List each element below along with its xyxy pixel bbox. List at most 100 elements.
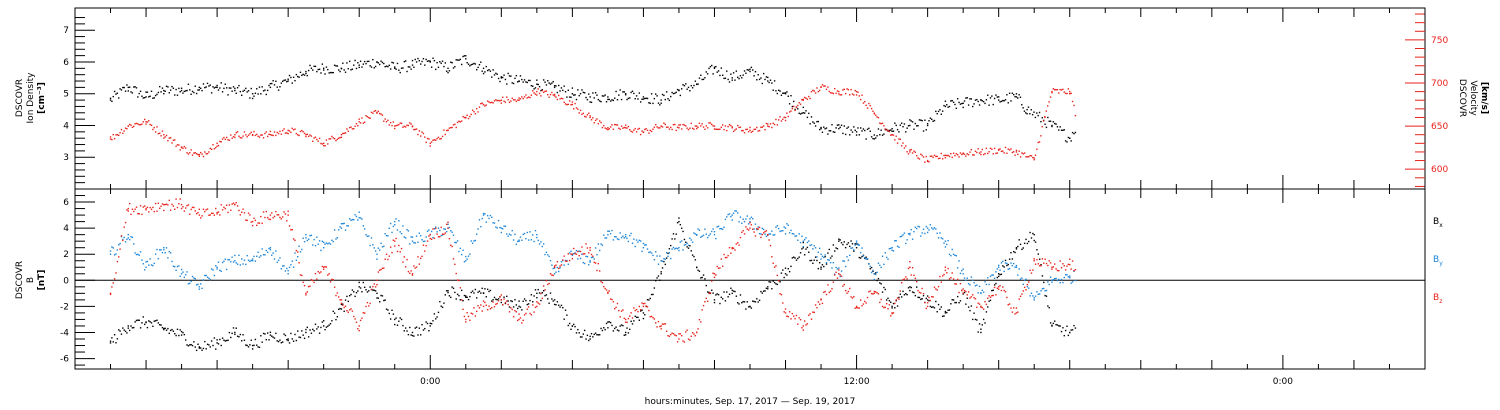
density-point [590, 101, 593, 104]
bz-point [523, 314, 526, 316]
velocity-point [518, 99, 520, 101]
bx-point [955, 301, 958, 304]
velocity-point [496, 99, 498, 102]
bz-point [200, 217, 202, 219]
by-point [463, 261, 466, 263]
velocity-point [198, 153, 201, 156]
by-point [652, 254, 654, 257]
velocity-point [400, 122, 403, 125]
velocity-point [413, 128, 415, 131]
by-point [773, 234, 776, 236]
bz-point [454, 263, 456, 266]
bx-point [533, 295, 535, 297]
bz-point [1051, 268, 1053, 270]
density-point [570, 96, 572, 98]
bx-point [347, 300, 349, 303]
density-point [500, 77, 503, 79]
bz-point [563, 255, 565, 257]
bz-point [907, 267, 910, 270]
density-point [844, 133, 847, 136]
by-point [176, 265, 179, 268]
density-point [588, 93, 590, 95]
density-point [398, 69, 400, 71]
by-point [664, 258, 666, 260]
velocity-point [622, 127, 624, 129]
bz-point [465, 321, 467, 323]
by-point [997, 266, 1000, 268]
bz-point [661, 323, 664, 325]
velocity-point [946, 154, 948, 157]
bz-point [678, 333, 680, 335]
bx-point [540, 299, 542, 302]
bx-point [256, 344, 258, 346]
density-point [1051, 124, 1053, 127]
by-point [604, 237, 606, 239]
bx-point [764, 290, 766, 292]
density-point [573, 94, 575, 96]
velocity-point [332, 137, 334, 139]
bz-point [911, 267, 914, 269]
bz-point [626, 321, 628, 324]
by-point [1025, 278, 1027, 280]
velocity-point [210, 148, 213, 150]
density-point [911, 121, 914, 123]
by-point [1007, 268, 1009, 270]
by-point [235, 262, 237, 264]
bz-point [265, 210, 267, 213]
by-point [578, 250, 580, 252]
by-point [452, 234, 455, 236]
bz-point [696, 331, 698, 334]
density-point [1004, 99, 1007, 101]
by-point [946, 243, 948, 246]
legend-bx: Bx [1433, 217, 1443, 229]
by-point [1028, 287, 1030, 289]
bx-point [157, 322, 160, 324]
bx-point [977, 331, 979, 333]
bx-point [885, 299, 888, 301]
by-point [802, 240, 804, 242]
bz-point [726, 256, 728, 259]
density-point [814, 125, 817, 127]
bx-point [689, 245, 691, 247]
bz-point [614, 307, 616, 310]
velocity-point [616, 124, 619, 126]
bx-point [350, 293, 352, 296]
velocity-point [120, 128, 123, 131]
velocity-point [881, 122, 884, 125]
by-point [556, 266, 559, 269]
bz-point [936, 289, 938, 291]
velocity-point [668, 128, 671, 130]
bx-point [611, 324, 613, 327]
density-point [920, 119, 922, 121]
density-point [399, 71, 401, 74]
by-point [518, 239, 520, 241]
velocity-point [109, 138, 112, 140]
bx-point [204, 340, 206, 343]
tick-label: 600 [1431, 165, 1448, 175]
bz-point [941, 275, 944, 277]
by-point [898, 246, 900, 248]
bz-point [872, 293, 874, 295]
bz-point [339, 299, 341, 301]
bx-point [799, 252, 802, 254]
bz-point [482, 305, 485, 308]
bx-point [745, 308, 747, 310]
velocity-point [859, 98, 862, 101]
tick-label: 2 [63, 250, 69, 260]
density-point [607, 98, 609, 101]
density-point [940, 113, 942, 115]
by-point [966, 277, 968, 279]
by-point [922, 228, 925, 230]
bx-point [149, 321, 151, 323]
bx-point [190, 343, 192, 346]
density-point [122, 86, 124, 89]
bz-point [638, 305, 641, 308]
velocity-point [638, 127, 641, 130]
bz-point [422, 244, 425, 246]
by-point [1037, 293, 1040, 295]
bx-point [197, 343, 199, 345]
velocity-point [394, 127, 396, 130]
density-point [198, 89, 201, 91]
density-point [291, 82, 293, 84]
by-point [902, 234, 904, 236]
